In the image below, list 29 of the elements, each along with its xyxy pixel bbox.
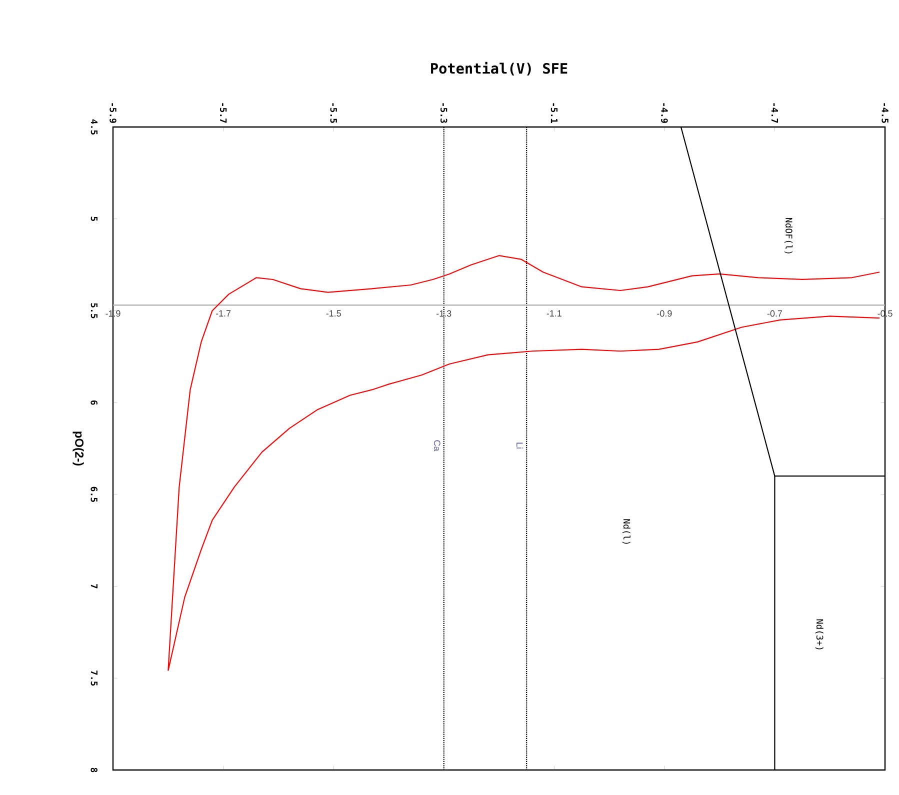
y-tick-label: 7.5 <box>90 670 98 686</box>
y-axis-title: pO(2-) <box>72 432 84 466</box>
annotation: Nd(l) <box>622 519 630 544</box>
x-tick-label: -5.9 <box>110 103 116 123</box>
x-tick-label: -4.7 <box>771 103 778 123</box>
x-tick-label: -4.5 <box>882 103 888 123</box>
y-tick-label: 7 <box>90 584 98 588</box>
y-tick-label: 4.5 <box>90 119 98 134</box>
ref-line-label: Li <box>516 442 524 448</box>
x-tick-label: -5.5 <box>330 103 337 123</box>
x-tick-label: -5.3 <box>440 103 448 123</box>
y-tick-label: 5.5 <box>90 303 98 318</box>
x-tick-label: -4.9 <box>661 103 668 123</box>
x-tick-label: -5.7 <box>220 103 227 123</box>
x-axis-title: Potential(V) SFE <box>431 62 568 76</box>
x2-tick-label: -1.5 <box>326 310 341 317</box>
x-tick-label: -5.1 <box>550 103 558 124</box>
y-tick-label: 6 <box>90 400 98 405</box>
x2-tick-label: -0.7 <box>767 310 782 317</box>
y-tick-label: 5 <box>90 216 98 221</box>
x2-tick-label: -1.7 <box>216 310 231 316</box>
x2-tick-label: -1.1 <box>546 310 562 316</box>
annotation: Nd(3+) <box>815 619 824 650</box>
annotation: NdOF(l) <box>784 218 793 254</box>
x2-tick-label: -1.3 <box>436 310 452 317</box>
ref-line-label: Ca <box>434 440 440 452</box>
y-tick-label: 6.5 <box>90 486 98 502</box>
y-tick-label: 8 <box>90 768 98 772</box>
x2-tick-label: -0.9 <box>657 310 672 317</box>
